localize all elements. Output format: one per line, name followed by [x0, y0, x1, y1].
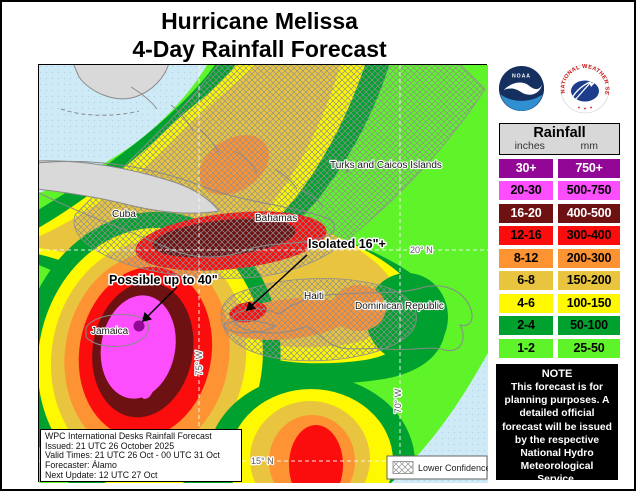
gridline-label-70w: 70° W [393, 388, 403, 413]
noaa-logo-icon: NOAA [498, 65, 545, 112]
page-title: Hurricane Melissa 4-Day Rainfall Forecas… [2, 7, 517, 63]
info-valid-times: Valid Times: 21 UTC 26 Oct - 00 UTC 31 O… [45, 450, 220, 461]
legend-col-inches: inches [514, 140, 545, 152]
note-box: NOTE This forecast is for planning purpo… [496, 364, 618, 485]
legend-row: 16-20 400-500 [499, 203, 620, 223]
max-rainfall-dot [133, 320, 145, 332]
label-turks-caicos: Turks and Caicos Islands [330, 160, 442, 171]
coastlines-group [39, 65, 473, 352]
legend-row: 30+ 750+ [499, 158, 620, 178]
nws-logo-icon: NATIONAL WEATHER SERVICE [558, 60, 610, 114]
legend-cell-inches: 1-2 [499, 338, 553, 358]
label-bahamas: Bahamas [255, 213, 297, 224]
legend-cell-mm: 25-50 [558, 338, 620, 358]
info-forecaster: Forecaster: Álamo [45, 460, 117, 471]
legend-title: Rainfall [533, 125, 586, 141]
note-heading: NOTE [541, 368, 573, 380]
annotation-isolated-16: Isolated 16"+ [308, 237, 386, 251]
legend-cell-inches: 30+ [499, 158, 553, 178]
rainfall-map-canvas: 20° N 15° N 75° W 70° W Cuba Bahamas Tur… [39, 65, 488, 483]
legend-cell-mm: 100-150 [558, 293, 620, 313]
legend-col-mm: mm [580, 140, 599, 152]
legend-cell-inches: 4-6 [499, 293, 553, 313]
noaa-logo-text: NOAA [512, 74, 531, 80]
legend-row: 8-12 200-300 [499, 248, 620, 268]
legend-cell-inches: 2-4 [499, 316, 553, 335]
info-next-update: Next Update: 12 UTC 27 Oct [45, 469, 158, 480]
legend-cell-mm: 500-750 [558, 181, 620, 200]
legend-cell-mm: 50-100 [558, 316, 620, 335]
rainfall-map: 20° N 15° N 75° W 70° W Cuba Bahamas Tur… [38, 64, 488, 483]
legend-cell-mm: 400-500 [558, 203, 620, 223]
legend-cell-mm: 200-300 [558, 248, 620, 268]
legend-row: 2-4 50-100 [499, 316, 620, 335]
legend-row: 4-6 100-150 [499, 293, 620, 313]
legend-row: 20-30 500-750 [499, 181, 620, 200]
label-cuba: Cuba [112, 209, 136, 220]
label-jamaica: Jamaica [91, 326, 129, 337]
note-body: This forecast is for planning purposes. … [502, 382, 612, 486]
info-product: WPC International Desks Rainfall Forecas… [45, 431, 212, 441]
legend-cell-inches: 6-8 [499, 271, 553, 290]
gridline-label-15n: 15° N [251, 456, 274, 466]
label-dominican-republic: Dominican Republic [355, 301, 444, 312]
gridline-label-75w: 75° W [194, 350, 204, 375]
title-line1: Hurricane Melissa [161, 8, 358, 34]
legend-cell-mm: 750+ [558, 158, 620, 178]
water-group [39, 65, 488, 483]
legend-cell-inches: 8-12 [499, 248, 553, 268]
issuance-info-box: WPC International Desks Rainfall Forecas… [40, 429, 242, 482]
legend-cell-mm: 150-200 [558, 271, 620, 290]
legend-cell-inches: 20-30 [499, 181, 553, 200]
lower-confidence-legend: Lower Confidence [386, 455, 488, 480]
legend-header: Rainfall inches mm [499, 123, 620, 155]
lower-confidence-label: Lower Confidence [418, 463, 488, 473]
legend-cell-inches: 12-16 [499, 226, 553, 245]
legend-row: 1-2 25-50 [499, 338, 620, 358]
info-issued: Issued: 21 UTC 26 October 2025 [45, 440, 175, 451]
label-haiti: Haiti [304, 291, 324, 302]
rainfall-legend: Rainfall inches mm 30+ 750+ 20-30 500-75… [499, 123, 620, 358]
annotation-possible-40: Possible up to 40" [109, 273, 218, 287]
legend-row: 12-16 300-400 [499, 226, 620, 245]
legend-cell-mm: 300-400 [558, 226, 620, 245]
legend-cell-inches: 16-20 [499, 203, 553, 223]
title-line2: 4-Day Rainfall Forecast [132, 36, 387, 62]
annotation-arrows [141, 254, 308, 323]
legend-row: 6-8 150-200 [499, 271, 620, 290]
gridline-label-20n: 20° N [410, 245, 433, 255]
